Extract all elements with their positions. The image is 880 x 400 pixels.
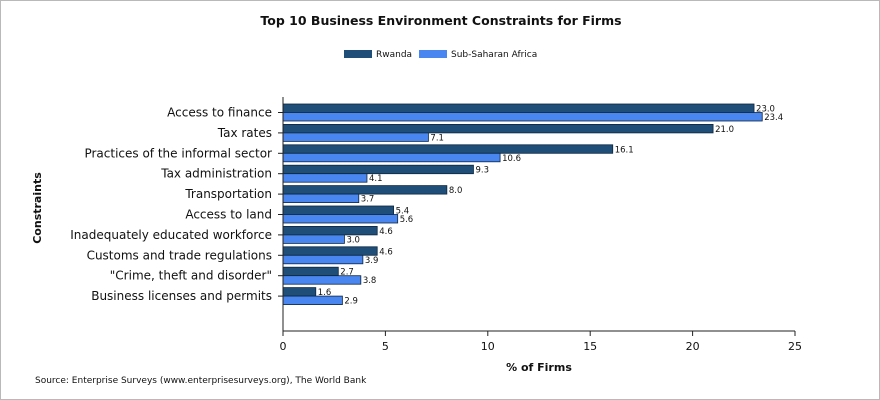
x-axis-title: % of Firms	[506, 361, 572, 374]
bar-2-1	[282, 152, 501, 163]
category-label-3: Tax administration	[160, 167, 272, 181]
x-tick-label-4: 20	[686, 340, 700, 353]
x-tick-label-2: 10	[481, 340, 495, 353]
category-label-5: Access to land	[185, 208, 272, 222]
category-label-4: Transportation	[184, 187, 272, 201]
category-label-6: Inadequately educated workforce	[70, 228, 272, 242]
bar-9-1	[282, 295, 343, 306]
value-label-0-1: 23.4	[764, 113, 783, 123]
legend-label-0: Rwanda	[376, 50, 412, 60]
bar-6-1	[282, 234, 345, 244]
category-labels-group: Access to finance Tax rates Practices of t…	[70, 106, 283, 303]
value-label-2-1: 10.6	[502, 154, 521, 164]
bar-0-1	[282, 112, 763, 122]
value-label-5-1: 5.6	[400, 215, 414, 225]
value-label-6-0: 4.6	[379, 227, 393, 237]
value-label-1-1: 7.1	[430, 133, 444, 143]
value-label-6-1: 3.0	[346, 235, 360, 245]
category-label-8: "Crime, theft and disorder"	[110, 269, 272, 283]
value-label-3-1: 4.1	[369, 174, 383, 184]
value-label-3-0: 9.3	[475, 166, 489, 176]
bar-5-1	[282, 214, 399, 224]
bar-7-1	[282, 254, 364, 265]
value-label-9-0: 1.6	[318, 288, 332, 298]
bar-8-0	[282, 266, 339, 277]
value-label-1-0: 21.0	[715, 125, 734, 135]
value-label-4-1: 3.7	[361, 195, 375, 205]
x-tick-label-3: 15	[583, 340, 597, 353]
value-label-0-0: 23.0	[756, 105, 775, 115]
bar-1-1	[282, 132, 429, 142]
legend: Rwanda Sub-Saharan Africa	[344, 50, 537, 60]
bar-6-0	[282, 225, 378, 236]
bar-2-0	[282, 144, 614, 154]
value-label-8-1: 3.8	[363, 276, 377, 286]
value-label-2-0: 16.1	[615, 145, 634, 155]
category-label-9: Business licenses and permits	[91, 289, 272, 303]
value-label-7-0: 4.6	[379, 247, 393, 257]
bar-4-0	[282, 185, 448, 195]
bar-7-0	[282, 246, 378, 256]
x-tick-label-0: 0	[280, 340, 287, 353]
x-tick-label-1: 5	[382, 340, 389, 353]
category-label-0: Access to finance	[167, 106, 272, 120]
legend-swatch-1	[419, 50, 447, 58]
bar-1-0	[282, 124, 714, 134]
bar-4-1	[282, 193, 360, 204]
bar-3-1	[282, 173, 368, 183]
bar-3-0	[282, 164, 474, 175]
value-label-7-1: 3.9	[365, 256, 379, 266]
bar-5-0	[282, 205, 394, 215]
x-tick-label-5: 25	[788, 340, 802, 353]
value-label-9-1: 2.9	[344, 297, 358, 307]
x-axis: 0 5 10 15 20 25	[280, 97, 802, 353]
category-label-2: Practices of the informal sector	[84, 146, 272, 160]
bar-9-0	[282, 287, 317, 297]
value-label-8-0: 2.7	[340, 268, 354, 278]
value-label-5-0: 5.4	[396, 207, 410, 217]
source-note: Source: Enterprise Surveys (www.enterpri…	[35, 376, 367, 386]
bar-0-0	[282, 103, 755, 113]
value-label-4-0: 8.0	[449, 186, 463, 196]
chart-title: Top 10 Business Environment Constraints …	[260, 13, 621, 28]
category-label-1: Tax rates	[217, 126, 272, 140]
bars-group	[282, 103, 763, 306]
legend-swatch-0	[344, 50, 372, 58]
value-labels-group: 23.023.4 21.0 7.1 16.1 10.6 9.3 4.1 8.0 3.7 5.45.…	[318, 105, 783, 307]
legend-label-1: Sub-Saharan Africa	[451, 50, 537, 60]
y-axis-title: Constraints	[31, 172, 44, 244]
category-label-7: Customs and trade regulations	[87, 248, 272, 262]
